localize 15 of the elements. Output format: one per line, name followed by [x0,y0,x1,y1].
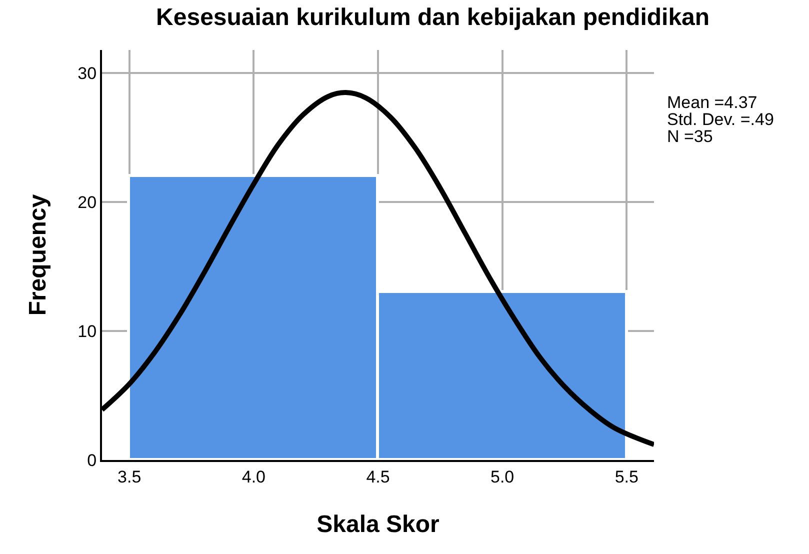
chart-title: Kesesuaian kurikulum dan kebijakan pendidikan [156,4,710,32]
x-tick-label: 3.5 [118,467,142,486]
x-axis-title: Skala Skor [316,511,440,538]
text: Mean =4.37 [667,93,758,112]
x-tick-label: 4.5 [366,467,390,486]
text: Std. Dev. =.49 [667,110,774,129]
y-tick-label: 10 [78,322,97,342]
text: N =35 [667,127,713,146]
x-tick-label: 5.0 [490,467,514,486]
y-tick-label: 30 [78,64,97,84]
y-tick-label: 20 [78,193,97,212]
x-tick-label: 4.0 [242,467,266,486]
y-tick-label: 0 [87,450,97,470]
y-axis-title: Frequency [24,194,52,316]
x-tick-label: 5.5 [614,467,638,486]
